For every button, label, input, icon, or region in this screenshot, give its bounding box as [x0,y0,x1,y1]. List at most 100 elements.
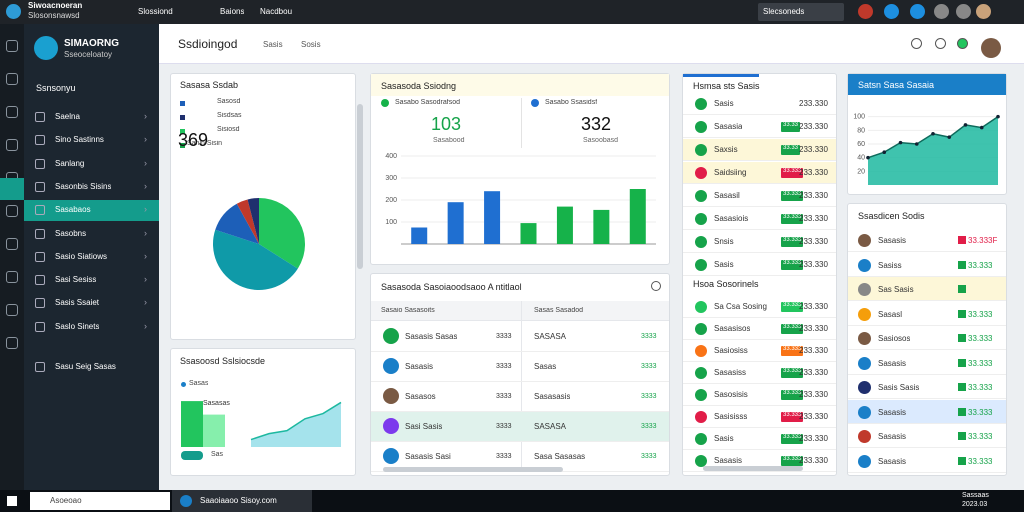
list-row[interactable]: Sa Csa Sosing 33.333 233.330 [683,296,836,318]
list-row[interactable]: Sasasiois 33.333 233.330 [683,208,836,230]
pie-slice [213,229,298,290]
menu-item[interactable]: Sanlang › [24,154,159,175]
menu-item[interactable]: Sasu Seig Sasas [24,357,159,378]
point [882,150,887,154]
nav-tab[interactable]: Baions [220,7,245,16]
app-subtitle: Slosonsnawsd [28,11,80,20]
chart: 20 40 60 80 100 [853,114,1000,185]
panel-icon[interactable] [651,281,661,291]
list-row[interactable]: Sasosisis 33.333 233.330 [683,384,836,406]
table-row[interactable]: Sasasis 3333 Sasas 3333 [371,352,669,382]
list-row[interactable]: Saxsis 33.33 233.330 [683,139,836,161]
menu-item[interactable]: Sasi Sesiss › [24,270,159,291]
avatar [383,418,399,434]
panel-title: Satsn Sasa Sasaia [858,80,935,90]
page-tab[interactable]: Sasis [263,40,283,49]
menu-label: Sino Sastinns [55,135,104,145]
list-row[interactable]: Sasasis 33.333 [848,424,1006,448]
y-tick-label: 200 [385,197,397,204]
chevron: › [144,134,147,145]
menu-icon [35,321,45,332]
list-row[interactable]: Saidsiing 33.333 233.330 [683,162,836,184]
taskbar-window[interactable]: Saaoiaaoo Sisoy.com [172,490,312,512]
rail-icon [6,238,18,250]
menu-icon [35,251,45,262]
list-row[interactable]: Sasiosiss 33.333 233.330 [683,340,836,362]
badge: 33.333 [781,214,804,224]
list-row[interactable]: Sasasisos 33.333 233.330 [683,318,836,340]
pie-slice [215,203,259,244]
user-avatar [981,38,1001,58]
badge: 33.33 [781,122,801,132]
avatar [695,345,707,357]
list-row[interactable]: Sasis 233.330 [683,93,836,115]
chevron: › [144,320,147,331]
list-row[interactable]: Sasasis 33.333 233.330 [683,450,836,472]
list-row[interactable]: Sasiss 33.333 [848,253,1006,277]
rail-icon [6,40,18,52]
row-value: 33.333 [968,432,993,441]
row-value: 233.330 [799,434,828,443]
bar [484,191,501,244]
list-row[interactable]: Sasasil 33.333 233.330 [683,185,836,207]
avatar [858,430,871,443]
table-row[interactable]: Sasi Sasis 3333 SASASA 3333 [371,412,669,442]
header-icon[interactable] [935,38,946,49]
menu-item[interactable]: Sasio Siatiows › [24,247,159,268]
table-head [371,301,669,321]
line [250,401,342,441]
menu-item[interactable]: Saslo Sinets › [24,317,159,338]
rail-active [0,178,24,200]
row-value: 33.333 [968,407,993,417]
list-row[interactable]: Sasasis 33.333 [848,399,1006,424]
row-flag [958,383,966,391]
list-row[interactable]: Sasis Sasis 33.333 [848,375,1006,399]
list-row[interactable]: Sasasis 33.333 [848,351,1006,375]
window-tab[interactable]: Slossiond [138,7,173,16]
list-row[interactable]: Sasasl 33.333 [848,302,1006,326]
menu-label: Sasabaos [55,205,91,215]
table-row[interactable]: Sasasos 3333 Sasasasis 3333 [371,382,669,412]
list-row[interactable]: Sasasis 33.333 [848,449,1006,473]
menu-item[interactable]: Sasis Ssaiet › [24,293,159,314]
avatar [858,332,871,345]
list-row[interactable]: Sasisisss 33.333 233.330 [683,406,836,428]
cell-num: 3333 [641,393,657,400]
table-row[interactable]: Sasasis Sasas 3333 SASASA 3333 [371,322,669,352]
list-row[interactable]: Sasis 33.333 233.330 [683,428,836,450]
list-row[interactable]: Snsis 33.333 233.330 [683,231,836,253]
list-row[interactable]: Sasiosos 33.333 [848,326,1006,350]
list-row[interactable]: Sasis 33.333 233.330 [683,254,836,276]
stat-sub: Sasabood [433,137,465,144]
taskbar-search[interactable]: Asoeoao [30,492,170,510]
start-button[interactable] [7,496,17,506]
header-icon[interactable] [911,38,922,49]
list-row[interactable]: Sasasiss 33.333 233.330 [683,362,836,384]
avatar [695,389,707,401]
list-row[interactable]: Sasasia 33.33 233.330 [683,116,836,138]
pie-slice [236,199,259,244]
avatar [695,259,707,271]
badge: 33.333 [781,434,804,444]
list-row[interactable]: Sas Sasis [848,277,1006,301]
menu-item[interactable]: Sasobns › [24,224,159,245]
panel: Sasasa Ssdab Sasosd Sisdsas Sisiosd Sanin Si… [170,73,363,340]
avatar [858,234,871,247]
menu-item[interactable]: Sasonbis Sisins › [24,177,159,198]
badge-text: 33.333 [783,302,802,308]
taskbar: Asoeoao Saaoiaaoo Sisoy.com Sassaas 2023.03 [0,490,1024,512]
menu-item[interactable]: Sasabaos › [24,200,159,222]
list-row[interactable]: Sasasis 33.333F [848,228,1006,252]
menu-icon [35,158,45,169]
y-tick-label: 20 [857,168,865,175]
badge: 33.333 [781,302,804,312]
page-tab[interactable]: Sosis [301,40,321,49]
header-icon[interactable] [957,38,968,49]
nav-tab[interactable]: Nacdbou [260,7,293,16]
menu-item[interactable]: Saelna › [24,107,159,128]
avatar [695,433,707,445]
menu-item[interactable]: Sino Sastinns › [24,130,159,151]
search-box[interactable]: Slecsoneds [758,3,844,21]
legend-label: Sanin Sisin [187,140,223,147]
avatar [695,121,707,133]
